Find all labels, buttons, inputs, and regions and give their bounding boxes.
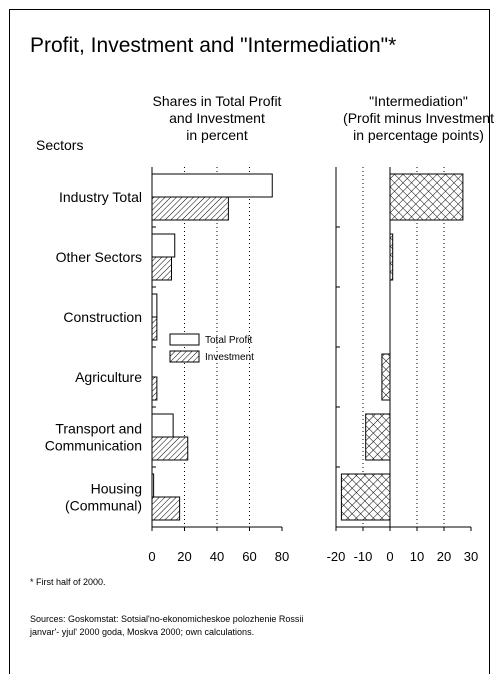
bar [381,353,391,401]
x-tick-label: 60 [242,549,256,564]
bar [151,413,174,438]
bar [151,436,189,461]
footnote: * First half of 2000. [30,577,106,587]
bar [389,233,394,281]
x-tick-label: 10 [410,549,424,564]
chart-title: Profit, Investment and "Intermediation"* [30,34,396,57]
bar [151,376,158,401]
bar [340,473,391,521]
x-tick-label: -20 [327,549,346,564]
row-header: Sectors [36,137,83,153]
bar [151,316,158,341]
legend-swatch [169,350,200,363]
category-label: Agriculture [75,369,142,385]
legend-label: Investment [205,352,254,363]
bar [151,233,176,258]
bar [151,496,181,521]
bar [151,173,273,198]
x-tick-label: 0 [148,549,155,564]
x-tick-label: 30 [464,549,478,564]
x-tick-label: 0 [386,549,393,564]
category-label: Construction [63,309,142,325]
x-tick-label: 20 [177,549,191,564]
category-label: Housing (Communal) [65,481,142,514]
category-label: Transport and Communication [45,421,142,454]
category-label: Other Sectors [56,249,142,265]
panel-title: Shares in Total Profit and Investment in p… [153,93,282,143]
sources: Sources: Goskomstat: Sotsial'no-ekonomic… [29,614,303,637]
x-tick-label: 20 [437,549,451,564]
bar [151,256,172,281]
x-tick-label: 40 [210,549,224,564]
x-tick-label: 80 [275,549,289,564]
legend-swatch [169,333,200,346]
bar [151,293,158,318]
bar [389,173,464,221]
panel-title: "Intermediation" (Profit minus Investment… [343,93,494,143]
bar [151,473,155,498]
frame [9,9,490,674]
legend-label: Total Profit [205,335,252,346]
category-label: Industry Total [59,189,142,205]
x-tick-label: -10 [354,549,373,564]
bar [151,196,229,221]
bar [365,413,391,461]
